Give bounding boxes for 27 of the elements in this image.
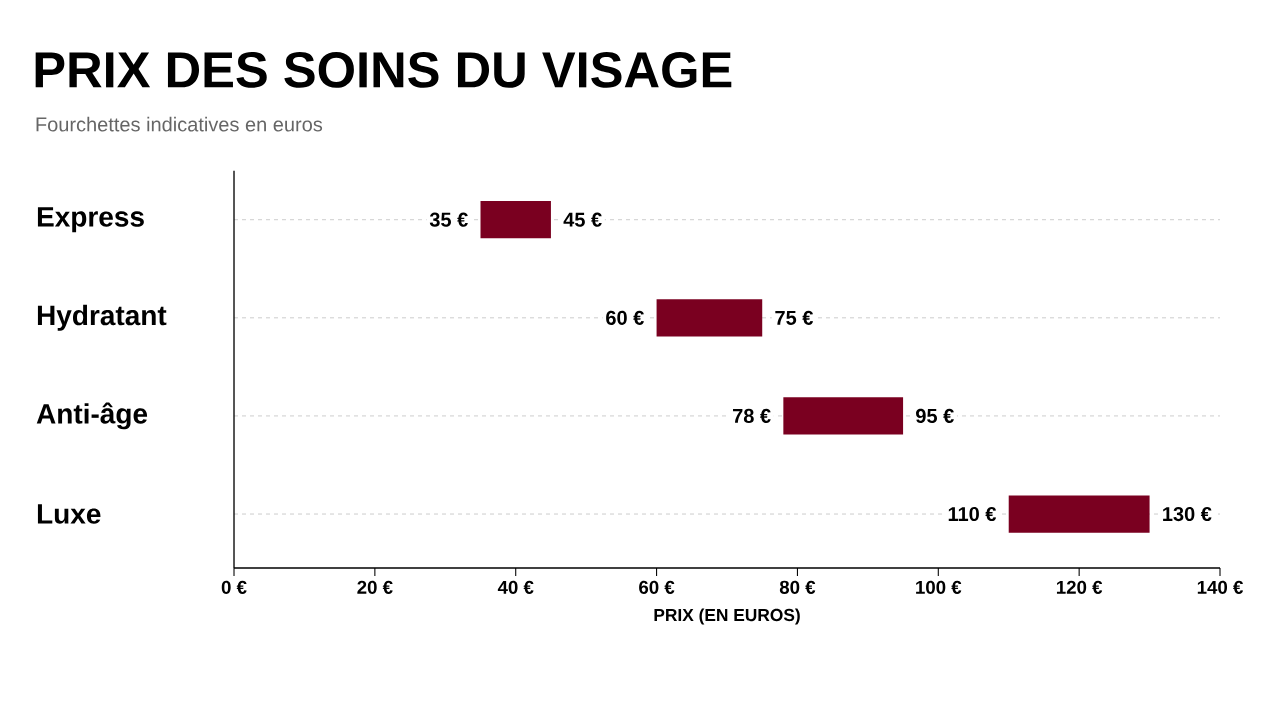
bar [480,201,551,239]
chart-subtitle: Fourchettes indicatives en euros [36,116,323,132]
annotation: 130 € [1163,506,1212,522]
x-axis-title: PRIX (EN EUROS) [654,608,800,625]
bar [783,397,904,435]
x-tick-label: 60 € [639,580,675,594]
x-tick-label: 20 € [357,580,393,594]
bar [1008,495,1150,533]
chart-title: PRIX DES SOINS DU VISAGE [35,51,732,88]
annotation: 78 € [733,408,771,423]
y-tick-label: Luxe [37,504,101,524]
x-tick-label: 80 € [779,580,816,594]
bar [656,299,763,337]
x-tick-label: 100 € [916,580,962,594]
annotation: 60 € [606,310,644,325]
y-tick-label: Hydratant [37,304,167,331]
annotation: 75 € [775,310,814,325]
annotation: 45 € [563,212,602,227]
x-tick-label: 0 € [221,580,247,594]
y-tick-label: Anti-âge [36,402,148,430]
annotation: 110 € [948,506,997,522]
annotation: 35 € [429,212,468,227]
x-tick-label: 120 € [1056,580,1103,594]
x-tick-label: 140 € [1197,580,1244,594]
x-tick-label: 40 € [497,580,534,594]
y-tick-label: Express [37,207,144,233]
annotation: 95 € [916,408,954,423]
